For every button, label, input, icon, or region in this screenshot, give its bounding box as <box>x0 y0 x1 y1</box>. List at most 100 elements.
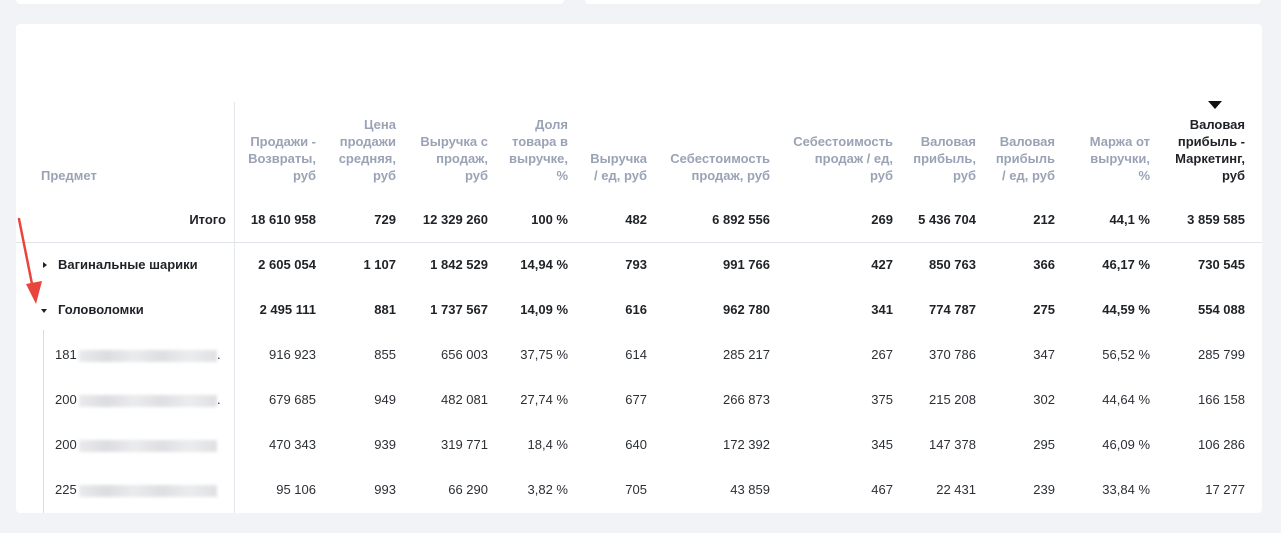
cell-share: 14,09 % <box>520 302 568 317</box>
total-row[interactable]: Итого 18 610 958 729 12 329 260 100 % 482 6 89… <box>16 212 1262 232</box>
column-header-line: продажи <box>339 134 396 149</box>
column-header-line: Валовая <box>920 134 976 149</box>
column-header-price[interactable]: Цена продажи средняя, руб <box>339 116 396 184</box>
column-header-line: Выручка с <box>420 134 488 149</box>
column-header-line: прибыль <box>995 151 1055 166</box>
cell-margin: 44,64 % <box>1102 392 1150 407</box>
cell-sales: 470 343 <box>269 437 316 452</box>
cell-cost: 285 217 <box>723 347 770 362</box>
group-label[interactable]: Вагинальные шарики <box>58 257 198 272</box>
column-header-gross[interactable]: Валовая прибыль, руб <box>913 133 976 184</box>
cell-sales: 2 605 054 <box>258 257 316 272</box>
child-label[interactable]: 200 <box>55 437 77 452</box>
column-header-gross_mkt[interactable]: Валовая прибыль - Маркетинг, руб <box>1175 116 1245 184</box>
cell-rev_unit: 705 <box>625 482 647 497</box>
group-row[interactable]: Головоломки 2 495 111 881 1 737 567 14,09 % 6… <box>16 302 1262 322</box>
cell-sales: 916 923 <box>269 347 316 362</box>
column-header-line: / ед, руб <box>1002 168 1055 183</box>
cell-gross: 774 787 <box>929 302 976 317</box>
column-header-line: продаж, руб <box>691 168 770 183</box>
column-header-line: % <box>556 168 568 183</box>
column-header-line: Цена <box>364 117 396 132</box>
cell-gross_mkt: 554 088 <box>1198 302 1245 317</box>
cell-cost: 991 766 <box>723 257 770 272</box>
child-label[interactable]: 225 <box>55 482 77 497</box>
child-row[interactable]: 225 95 106 993 66 290 3,82 % 705 43 859 467 22 4… <box>16 482 1262 502</box>
cell-rev_unit: 616 <box>625 302 647 317</box>
cell-gross_unit: 366 <box>1033 257 1055 272</box>
redacted-name-block <box>79 440 217 452</box>
top-card-left <box>16 0 564 4</box>
child-row[interactable]: 200 470 343 939 319 771 18,4 % 640 172 392 345 1… <box>16 437 1262 457</box>
child-label[interactable]: 181 <box>55 347 77 362</box>
cell-revenue: 1 737 567 <box>430 302 488 317</box>
child-label-suffix: . <box>217 347 221 362</box>
column-header-line: руб <box>372 168 396 183</box>
cell-rev_unit: 793 <box>625 257 647 272</box>
cell-gross_mkt: 17 277 <box>1205 482 1245 497</box>
child-row[interactable]: 200. 679 685 949 482 081 27,74 % 677 266 873 37… <box>16 392 1262 412</box>
cell-revenue: 12 329 260 <box>422 212 488 227</box>
child-label[interactable]: 200 <box>55 392 77 407</box>
group-label[interactable]: Головоломки <box>58 302 144 317</box>
column-header-line: продаж / ед, <box>814 151 893 166</box>
caret-down-icon[interactable] <box>41 309 47 313</box>
group-row[interactable]: Вагинальные шарики 2 605 054 1 107 1 842 52… <box>16 257 1262 277</box>
cell-gross_mkt: 730 545 <box>1198 257 1245 272</box>
sort-descending-icon[interactable] <box>1208 101 1222 109</box>
column-header-margin[interactable]: Маржа от выручки,% <box>1090 133 1150 184</box>
cell-gross_mkt: 3 859 585 <box>1187 212 1245 227</box>
column-header-line: выручки, <box>1090 151 1150 166</box>
cell-cost_unit: 269 <box>871 212 893 227</box>
column-header-line: Предмет <box>41 168 97 183</box>
column-header-gross_unit[interactable]: Валовая прибыль / ед, руб <box>996 133 1055 184</box>
column-header-cost[interactable]: Себестоимость продаж, руб <box>670 150 770 184</box>
cell-margin: 56,52 % <box>1102 347 1150 362</box>
cell-gross: 147 378 <box>929 437 976 452</box>
column-header-line: прибыль, <box>913 151 976 166</box>
column-header-line: Выручка <box>590 151 647 166</box>
column-divider <box>234 102 235 513</box>
cell-revenue: 66 290 <box>448 482 488 497</box>
cell-cost: 43 859 <box>730 482 770 497</box>
cell-share: 37,75 % <box>520 347 568 362</box>
caret-right-icon[interactable] <box>43 262 47 268</box>
cell-rev_unit: 614 <box>625 347 647 362</box>
cell-revenue: 1 842 529 <box>430 257 488 272</box>
total-row-divider <box>16 242 1262 243</box>
column-header-revenue[interactable]: Выручка с продаж, руб <box>420 133 488 184</box>
cell-margin: 44,1 % <box>1109 212 1150 227</box>
cell-cost_unit: 345 <box>871 437 893 452</box>
column-header-line: руб <box>464 168 488 183</box>
tree-guide-line <box>43 330 44 513</box>
cell-sales: 2 495 111 <box>259 302 316 317</box>
cell-price: 729 <box>374 212 396 227</box>
column-header-line: Себестоимость <box>670 151 770 166</box>
column-header-line: выручке, <box>509 151 568 166</box>
column-header-share[interactable]: Доля товара в выручке,% <box>509 116 568 184</box>
column-header-item[interactable]: Предмет <box>41 167 97 184</box>
cell-share: 27,74 % <box>520 392 568 407</box>
cell-sales: 95 106 <box>276 482 316 497</box>
column-header-line: руб <box>869 168 893 183</box>
cell-rev_unit: 482 <box>625 212 647 227</box>
cell-gross: 5 436 704 <box>918 212 976 227</box>
child-row[interactable]: 181. 916 923 855 656 003 37,75 % 614 285 217 26… <box>16 347 1262 367</box>
column-header-line: Продажи - <box>250 134 316 149</box>
cell-revenue: 482 081 <box>441 392 488 407</box>
column-header-sales[interactable]: Продажи - Возвраты, руб <box>248 133 316 184</box>
cell-cost_unit: 341 <box>871 302 893 317</box>
column-header-rev_unit[interactable]: Выручка / ед, руб <box>590 150 647 184</box>
cell-price: 1 107 <box>363 257 396 272</box>
cell-sales: 679 685 <box>269 392 316 407</box>
cell-sales: 18 610 958 <box>250 212 316 227</box>
column-header-cost_unit[interactable]: Себестоимость продаж / ед, руб <box>793 133 893 184</box>
column-header-line: Себестоимость <box>793 134 893 149</box>
cell-price: 993 <box>374 482 396 497</box>
cell-revenue: 319 771 <box>441 437 488 452</box>
column-header-line: Доля <box>535 117 568 132</box>
column-header-line: Маркетинг, <box>1175 151 1245 166</box>
top-card-right <box>585 0 1261 4</box>
column-header-line: % <box>1138 168 1150 183</box>
cell-cost: 266 873 <box>723 392 770 407</box>
